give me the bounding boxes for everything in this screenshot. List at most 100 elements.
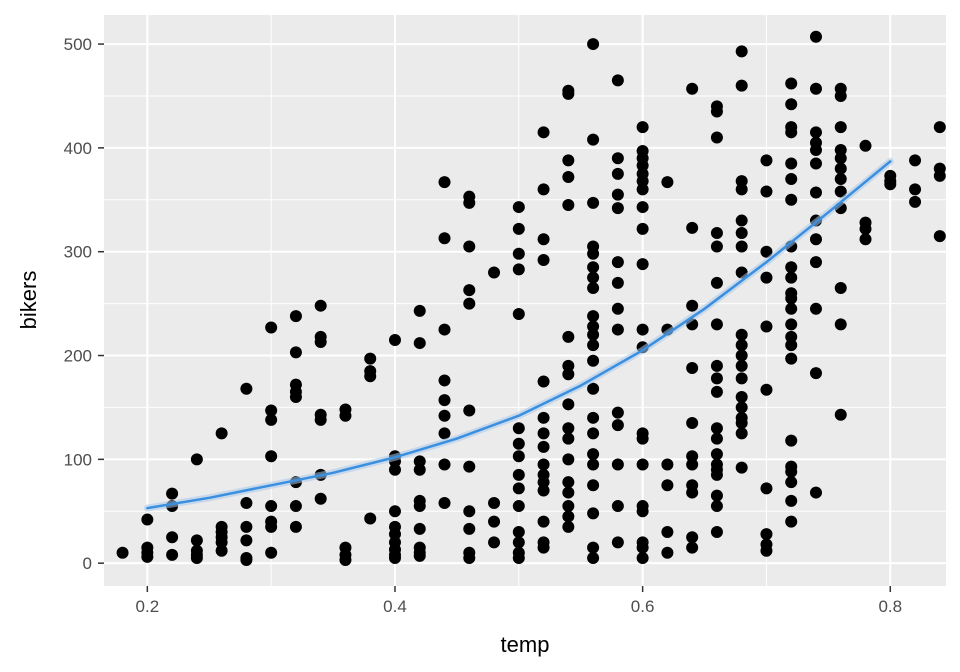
data-point — [488, 515, 501, 528]
data-point — [859, 233, 872, 246]
data-point — [834, 173, 847, 186]
data-point — [611, 536, 624, 549]
data-point — [587, 541, 600, 554]
data-point — [611, 188, 624, 201]
data-point — [661, 479, 674, 492]
x-tick-label: 0.8 — [878, 597, 902, 616]
data-point — [587, 354, 600, 367]
data-point — [240, 382, 253, 395]
data-point — [314, 299, 327, 312]
data-point — [611, 323, 624, 336]
data-point — [686, 541, 699, 554]
data-point — [909, 195, 922, 208]
y-tick-label: 0 — [83, 554, 92, 573]
y-tick-label: 400 — [64, 139, 92, 158]
data-point — [537, 515, 550, 528]
data-point — [463, 404, 476, 417]
y-axis: 0 100 200 300 400 500 — [64, 35, 104, 573]
plot-panel — [104, 15, 946, 586]
data-point — [240, 496, 253, 509]
data-point — [809, 302, 822, 315]
data-point — [388, 551, 401, 564]
data-point — [834, 408, 847, 421]
data-point — [587, 411, 600, 424]
data-point — [785, 261, 798, 274]
data-point — [809, 82, 822, 95]
data-point — [587, 261, 600, 274]
data-point — [735, 461, 748, 474]
data-point — [364, 512, 377, 525]
data-point — [512, 482, 525, 495]
data-point — [438, 458, 451, 471]
data-point — [265, 321, 278, 334]
data-point — [611, 419, 624, 432]
data-point — [735, 339, 748, 352]
data-point — [463, 505, 476, 518]
data-point — [636, 323, 649, 336]
data-point — [314, 413, 327, 426]
data-point — [413, 500, 426, 513]
data-point — [413, 304, 426, 317]
data-point — [710, 372, 723, 385]
data-point — [735, 45, 748, 58]
data-point — [116, 546, 129, 559]
data-point — [636, 175, 649, 188]
data-point — [488, 536, 501, 549]
data-point — [562, 368, 575, 381]
data-point — [265, 404, 278, 417]
data-point — [611, 302, 624, 315]
data-point — [785, 98, 798, 111]
data-point — [785, 515, 798, 528]
data-point — [661, 176, 674, 189]
data-point — [587, 196, 600, 209]
data-point — [809, 126, 822, 139]
data-point — [735, 214, 748, 227]
data-point — [710, 422, 723, 435]
data-point — [710, 359, 723, 372]
data-point — [562, 359, 575, 372]
data-point — [834, 318, 847, 331]
data-point — [809, 256, 822, 269]
data-point — [834, 152, 847, 165]
data-point — [735, 349, 748, 362]
data-point — [314, 492, 327, 505]
data-point — [611, 202, 624, 215]
data-point — [636, 505, 649, 518]
data-point — [512, 437, 525, 450]
data-point — [388, 528, 401, 541]
data-point — [562, 432, 575, 445]
data-point — [785, 193, 798, 206]
data-point — [512, 500, 525, 513]
data-point — [686, 458, 699, 471]
data-point — [438, 496, 451, 509]
data-point — [314, 336, 327, 349]
data-point — [710, 105, 723, 118]
data-point — [735, 391, 748, 404]
data-point — [710, 227, 723, 240]
data-point — [562, 398, 575, 411]
data-point — [388, 333, 401, 346]
data-point — [611, 406, 624, 419]
data-point — [438, 394, 451, 407]
data-point — [512, 201, 525, 214]
data-point — [587, 271, 600, 284]
data-point — [809, 367, 822, 380]
data-point — [562, 87, 575, 100]
data-point — [809, 157, 822, 170]
data-point — [587, 427, 600, 440]
data-point — [636, 183, 649, 196]
data-point — [512, 536, 525, 549]
data-point — [587, 551, 600, 564]
data-point — [760, 544, 773, 557]
grid-major — [104, 15, 946, 586]
data-point — [785, 330, 798, 343]
data-point — [388, 505, 401, 518]
data-point — [512, 526, 525, 539]
data-point — [710, 385, 723, 398]
data-point — [710, 240, 723, 253]
data-point — [686, 299, 699, 312]
data-point — [760, 383, 773, 396]
data-point — [785, 157, 798, 170]
data-point — [710, 489, 723, 502]
data-point — [537, 427, 550, 440]
